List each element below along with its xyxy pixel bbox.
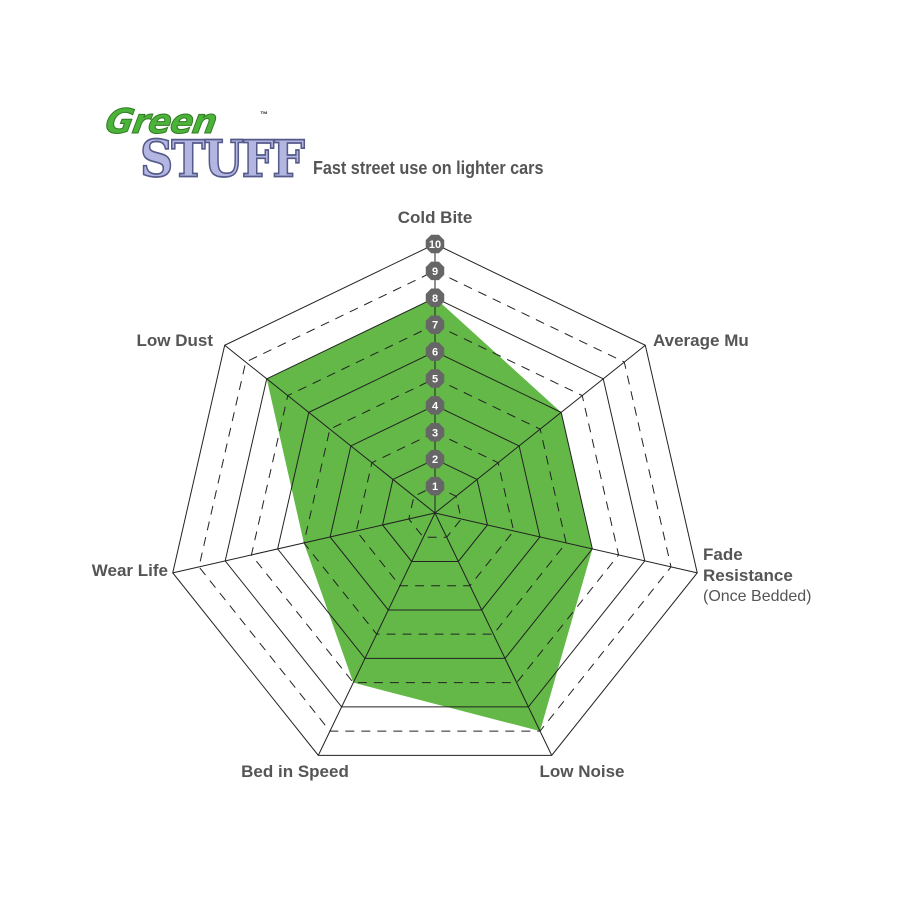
scale-badge xyxy=(425,261,445,281)
axis-label: Wear Life xyxy=(92,561,168,580)
axis-label: Fade xyxy=(703,545,743,564)
grid-ring-3 xyxy=(355,431,515,587)
scale-label: 10 xyxy=(429,239,441,251)
scale-badge xyxy=(425,449,445,469)
axis-label: Resistance xyxy=(703,566,793,585)
chart-title: Fast street use on lighter cars xyxy=(313,158,544,178)
grid-ring-4 xyxy=(329,404,541,611)
axis-label: Low Dust xyxy=(137,331,214,350)
grid-ring-9 xyxy=(198,270,672,732)
grid-ring-2 xyxy=(382,458,488,562)
scale-badge xyxy=(425,423,445,442)
scale-badge xyxy=(425,315,445,334)
axis-spoke xyxy=(434,344,646,514)
scale-badge xyxy=(425,369,445,388)
axis-spoke xyxy=(434,512,698,574)
logo-stuff-text: STUFF xyxy=(139,128,305,189)
axis-spoke xyxy=(317,512,436,756)
logo-tm: ™ xyxy=(260,110,268,119)
scale-label: 8 xyxy=(432,293,438,305)
axis-spoke xyxy=(172,512,436,574)
greenstuff-logo: Green STUFF ™ xyxy=(100,100,306,190)
scale-label: 9 xyxy=(432,266,438,278)
axis-spoke xyxy=(224,344,436,514)
scale-badge xyxy=(425,234,445,254)
axis-sublabel: (Once Bedded) xyxy=(703,588,812,605)
grid-ring-8 xyxy=(224,297,646,708)
scale-label: 7 xyxy=(432,320,438,332)
scale-label: 6 xyxy=(432,347,438,359)
scale-label: 2 xyxy=(432,454,438,466)
scale-label: 1 xyxy=(432,481,438,493)
axis-label: Low Noise xyxy=(539,762,624,781)
axis-label: Average Mu xyxy=(653,331,749,350)
scale-label: 4 xyxy=(432,400,439,412)
scale-badge xyxy=(425,476,445,496)
scale-label: 3 xyxy=(432,427,438,439)
scale-label: 5 xyxy=(432,374,438,386)
grid-ring-10 xyxy=(172,243,698,756)
axis-spoke xyxy=(434,512,553,756)
grid-ring-1 xyxy=(408,485,462,538)
grid-ring-6 xyxy=(277,351,593,659)
scale-badge xyxy=(425,396,445,415)
scale-badge xyxy=(425,288,445,308)
axis-label: Bed in Speed xyxy=(241,762,349,781)
grid-ring-5 xyxy=(303,377,567,635)
axis-label: Cold Bite xyxy=(398,208,473,227)
scale-badge xyxy=(425,342,445,361)
